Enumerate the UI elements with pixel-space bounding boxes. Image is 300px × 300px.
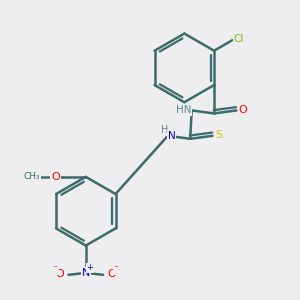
Text: N: N: [168, 130, 176, 140]
Text: Cl: Cl: [234, 34, 244, 44]
Text: CH₃: CH₃: [24, 172, 40, 181]
Text: HN: HN: [176, 105, 191, 115]
Text: S: S: [215, 130, 222, 140]
Text: O: O: [107, 269, 116, 279]
Text: N: N: [82, 268, 90, 278]
Text: ⁻: ⁻: [53, 264, 58, 274]
Text: H: H: [161, 125, 169, 135]
Text: O: O: [239, 104, 248, 115]
Text: +: +: [86, 263, 93, 272]
Text: O: O: [56, 269, 64, 279]
Text: ⁻: ⁻: [114, 264, 119, 274]
Text: O: O: [51, 172, 60, 182]
